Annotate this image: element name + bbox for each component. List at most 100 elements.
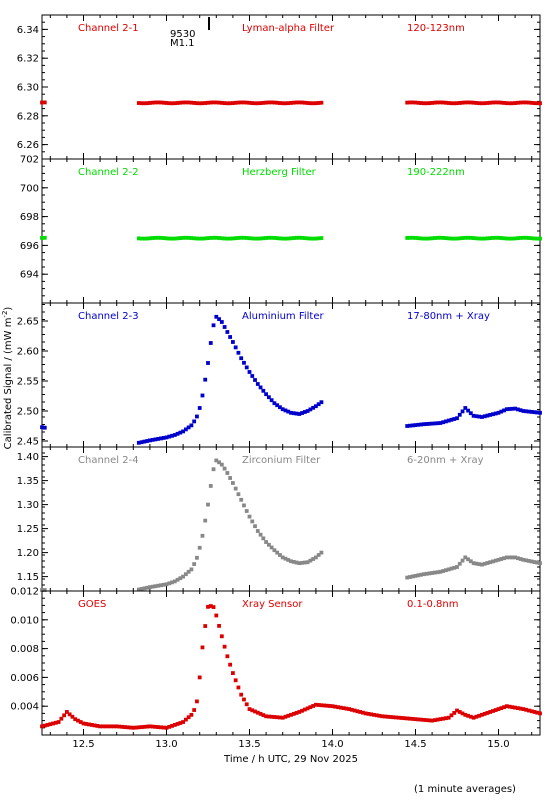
data-point — [264, 540, 269, 544]
data-point — [192, 562, 197, 566]
band-label: 6-20nm + Xray — [407, 455, 484, 466]
y-tick-label: 694 — [20, 270, 39, 281]
data-point — [67, 712, 72, 717]
data-point — [242, 697, 246, 702]
data-point — [247, 370, 252, 374]
data-point — [217, 317, 221, 322]
data-point — [250, 519, 255, 524]
y-axis-label-exponent: -2 — [1, 311, 9, 318]
y-tick-label: 2.65 — [17, 317, 39, 328]
x-tick-label: 13.0 — [155, 739, 177, 750]
data-point — [463, 555, 468, 560]
filter-label: Xray Sensor — [242, 599, 303, 610]
data-point — [197, 545, 202, 550]
data-point — [62, 713, 67, 718]
data-point — [233, 345, 238, 350]
y-tick-label: 6.30 — [17, 83, 39, 94]
data-point — [538, 236, 542, 241]
data-point — [275, 550, 280, 555]
data-point — [266, 395, 271, 400]
data-point — [211, 323, 216, 328]
panel-channel-2-3: 2.45 2.50 2.55 2.60 2.65 Channel 2-3 Aluminium… — [17, 302, 542, 448]
data-point — [255, 529, 260, 533]
data-point — [206, 502, 210, 507]
data-point — [65, 710, 69, 714]
panel-frame — [41, 446, 541, 592]
data-point — [457, 412, 462, 417]
data-point — [211, 467, 216, 472]
data-point — [208, 484, 213, 488]
filter-label: Lyman-alpha Filter — [242, 23, 335, 34]
data-point — [250, 374, 255, 378]
y-tick-label: 2.55 — [17, 377, 39, 388]
y-tick-label: 2.60 — [17, 347, 39, 358]
data-point — [269, 545, 274, 550]
filter-label: Herzberg Filter — [242, 167, 317, 178]
data-point — [253, 524, 257, 529]
data-point — [538, 711, 542, 716]
data-point — [189, 567, 194, 572]
data-series — [40, 314, 542, 445]
data-point — [247, 514, 252, 519]
data-point — [244, 365, 249, 370]
data-point — [266, 542, 271, 547]
y-tick-label: 702 — [20, 155, 39, 166]
data-point — [319, 550, 324, 555]
data-point — [56, 720, 61, 724]
data-point — [219, 320, 224, 324]
data-point — [225, 471, 230, 475]
data-point — [203, 624, 208, 628]
data-point — [316, 553, 321, 557]
data-point — [225, 654, 230, 659]
data-series — [40, 235, 542, 241]
data-point — [197, 406, 202, 410]
data-point — [200, 645, 205, 650]
data-point — [181, 574, 185, 579]
data-point — [446, 715, 451, 720]
data-point — [236, 685, 241, 690]
panel-channel-2-4: 1.15 1.20 1.25 1.30 1.35 1.40 Channel 2-4 Zirco… — [17, 446, 542, 592]
data-point — [319, 236, 324, 240]
data-point — [181, 720, 185, 724]
band-label: 190-222nm — [407, 167, 465, 178]
y-axis-label-close: ) — [3, 307, 14, 311]
data-point — [466, 408, 470, 413]
y-tick-label: 0.006 — [10, 673, 39, 684]
panel-goes: 0.004 0.006 0.008 0.010 0.012 GOES Xray Sensor… — [10, 587, 542, 736]
y-tick-label: 6.26 — [17, 140, 39, 151]
data-point — [186, 569, 191, 574]
data-point — [239, 497, 244, 502]
data-point — [457, 561, 462, 566]
x-tick-label: 14.0 — [321, 739, 343, 750]
data-point — [272, 401, 277, 406]
data-point — [258, 532, 263, 537]
data-point — [195, 699, 199, 704]
data-point — [214, 314, 219, 319]
filter-label: Aluminium Filter — [242, 311, 325, 322]
y-tick-label: 700 — [20, 183, 39, 194]
data-point — [244, 509, 249, 513]
data-point — [181, 429, 185, 434]
data-point — [186, 715, 191, 720]
data-point — [314, 555, 318, 560]
data-point — [261, 536, 266, 541]
y-tick-label: 6.32 — [17, 54, 39, 65]
panel-channel-2-2: 694 696 698 700 702 Channel 2-2 Herzberg Filte… — [20, 155, 542, 304]
x-tick-label: 14.5 — [404, 739, 426, 750]
y-tick-label: 698 — [20, 212, 39, 223]
data-point — [275, 403, 280, 408]
data-point — [239, 356, 244, 361]
data-point — [316, 402, 321, 407]
data-point — [255, 382, 260, 386]
data-point — [258, 385, 263, 390]
data-point — [203, 518, 208, 523]
data-point — [452, 711, 457, 715]
data-point — [42, 100, 47, 105]
data-point — [219, 462, 224, 467]
data-point — [236, 492, 241, 497]
y-tick-label: 6.34 — [17, 25, 39, 36]
data-point — [455, 565, 459, 569]
data-point — [219, 634, 224, 639]
y-tick-label: 1.20 — [17, 548, 39, 559]
